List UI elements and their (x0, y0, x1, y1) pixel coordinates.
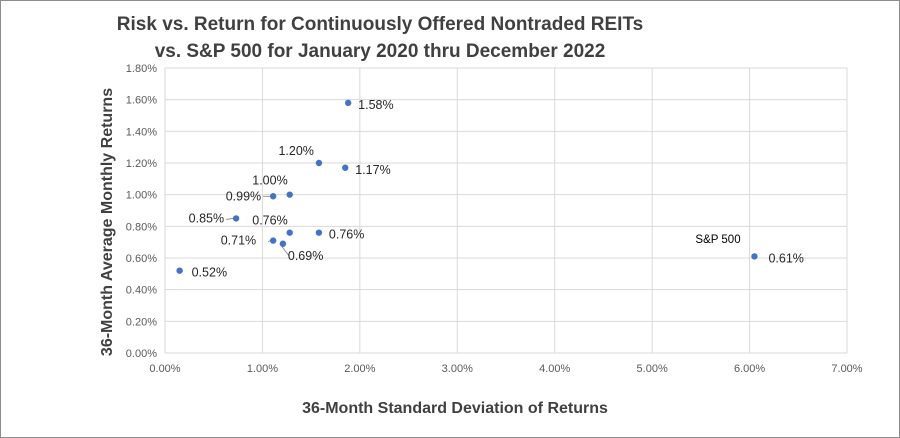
y-tick-label: 1.80% (126, 63, 157, 75)
grid-lines (164, 67, 848, 354)
chart-subtitle: vs. S&P 500 for January 2020 thru Decemb… (155, 41, 606, 62)
data-label: 0.76% (252, 214, 287, 228)
data-point (269, 193, 277, 200)
x-tick-label: 3.00% (442, 363, 473, 375)
data-point (286, 191, 293, 198)
data-label: 0.69% (288, 249, 323, 263)
x-tick-label: 5.00% (637, 363, 668, 375)
x-tick-label: 4.00% (539, 363, 570, 375)
leader-line (226, 218, 234, 220)
x-tick-label: 7.00% (831, 363, 862, 375)
y-tick-label: 0.20% (126, 316, 157, 328)
data-point (342, 164, 349, 171)
y-tick-label: 1.40% (126, 126, 157, 138)
y-axis-title: 36-Month Average Monthly Returns (99, 88, 116, 356)
y-tick-label: 0.80% (126, 221, 157, 233)
data-point (269, 237, 277, 244)
x-tick-label: 6.00% (734, 363, 765, 375)
y-tick-label: 1.20% (126, 158, 157, 170)
x-tick-label: 1.00% (247, 363, 278, 375)
data-label: 0.52% (192, 266, 227, 280)
data-point (751, 253, 758, 260)
data-point (176, 267, 183, 274)
data-point (279, 240, 287, 247)
data-labels: 1.58% 1.20% 1.17% 1.00%0.99%0.85% 0.76% 0.76%… (189, 98, 804, 280)
data-point (286, 229, 293, 236)
data-label: 0.61% (768, 251, 803, 265)
data-label: 0.71% (221, 234, 256, 248)
leader-line (267, 240, 271, 242)
data-point (344, 99, 352, 107)
chart-title: Risk vs. Return for Continuously Offered… (117, 14, 643, 35)
data-label: 0.76% (329, 228, 364, 242)
y-tick-label: 1.00% (126, 190, 157, 202)
y-tick-label: 0.60% (126, 253, 157, 265)
annotation-sp500: S&P 500 (695, 234, 740, 246)
data-points (176, 99, 758, 274)
data-label: 0.85% (189, 211, 224, 225)
data-point (315, 229, 323, 236)
y-tick-label: 0.00% (126, 348, 157, 360)
x-tick-label: 2.00% (344, 363, 375, 375)
data-point (232, 215, 240, 222)
data-label: 0.99% (226, 189, 261, 203)
data-point (315, 159, 323, 167)
x-axis-title: 36-Month Standard Deviation of Returns (302, 400, 608, 417)
data-label: 1.58% (358, 98, 393, 112)
data-label: 1.17% (355, 163, 390, 177)
data-label: 1.00% (252, 174, 287, 188)
y-tick-label: 1.60% (126, 95, 157, 107)
tick-labels: 0.00% 0.20% 0.40% 0.60% 0.80% 1.00% 1.20% 1.40%… (126, 63, 863, 375)
data-label: 1.20% (278, 144, 313, 158)
y-tick-label: 0.40% (126, 285, 157, 297)
x-tick-label: 0.00% (149, 363, 180, 375)
